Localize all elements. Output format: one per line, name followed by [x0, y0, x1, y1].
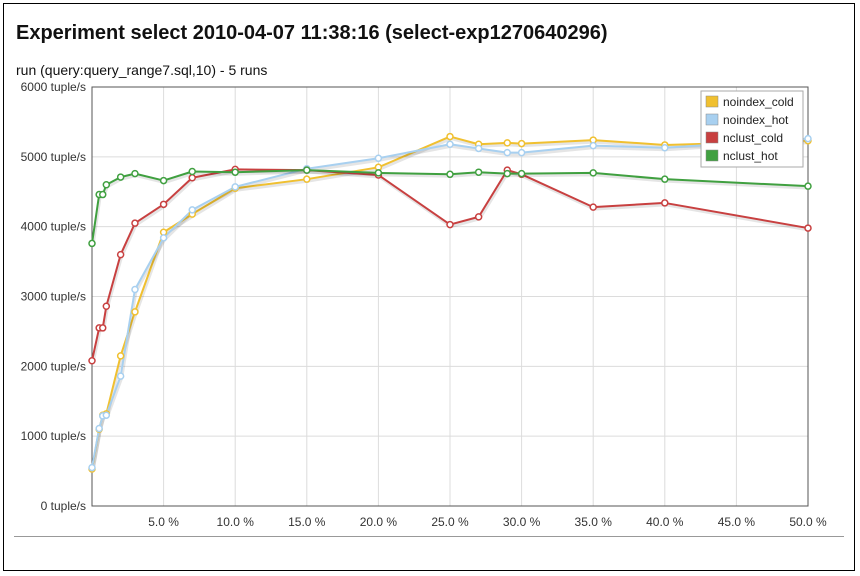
legend-label: nclust_hot	[723, 149, 778, 163]
data-point-nclust_hot	[98, 190, 107, 199]
series-shadow-nclust_cold	[91, 169, 810, 364]
data-point-noindex_hot	[503, 148, 512, 157]
data-point-nclust_cold	[116, 250, 125, 259]
x-tick-label: 40.0 %	[646, 515, 684, 529]
data-point-nclust_hot	[303, 166, 311, 174]
data-point-nclust_cold	[446, 220, 454, 229]
data-point-noindex_hot	[804, 134, 812, 143]
y-tick-label: 3000 tuple/s	[21, 290, 86, 304]
legend-swatch-nclust_cold	[705, 131, 719, 144]
chart-subtitle: run (query:query_range7.sql,10) - 5 runs	[16, 62, 268, 78]
data-point-noindex_hot	[661, 144, 669, 152]
data-point-noindex_hot	[446, 140, 454, 149]
data-point-nclust_hot	[231, 168, 239, 176]
y-tick-label: 0 tuple/s	[41, 499, 86, 513]
legend-swatch-nclust_hot	[705, 149, 719, 162]
data-point-nclust_hot	[503, 169, 512, 178]
data-point-noindex_hot	[589, 141, 597, 150]
data-point-nclust_cold	[188, 174, 196, 182]
data-point-noindex_cold	[517, 139, 526, 148]
series-shadow-noindex_hot	[91, 139, 810, 470]
x-tick-label: 30.0 %	[503, 515, 541, 529]
x-tick-label: 10.0 %	[217, 515, 255, 529]
data-point-nclust_cold	[589, 203, 597, 211]
data-point-nclust_hot	[88, 239, 96, 248]
data-point-noindex_cold	[503, 139, 512, 147]
y-tick-label: 4000 tuple/s	[21, 220, 86, 234]
data-point-noindex_cold	[131, 308, 139, 316]
data-point-noindex_hot	[159, 234, 168, 242]
data-point-nclust_cold	[804, 224, 812, 232]
data-point-noindex_cold	[446, 132, 454, 141]
data-point-nclust_cold	[88, 356, 96, 365]
data-point-noindex_hot	[517, 148, 526, 157]
series-shadow-noindex_cold	[91, 136, 810, 472]
y-tick-label: 2000 tuple/s	[21, 359, 86, 373]
data-point-nclust_hot	[131, 169, 139, 178]
y-tick-label: 1000 tuple/s	[21, 429, 86, 443]
data-point-nclust_cold	[98, 324, 107, 332]
data-point-nclust_hot	[188, 167, 196, 176]
data-point-noindex_hot	[131, 285, 139, 294]
legend-swatch-noindex_cold	[705, 95, 719, 108]
data-point-nclust_hot	[589, 169, 597, 177]
data-point-noindex_hot	[116, 372, 125, 380]
data-point-nclust_cold	[102, 302, 111, 311]
x-tick-label: 15.0 %	[288, 515, 326, 529]
data-point-nclust_hot	[517, 169, 526, 178]
data-point-nclust_cold	[131, 219, 139, 227]
data-point-noindex_hot	[474, 144, 483, 153]
data-point-noindex_cold	[116, 352, 125, 360]
data-point-nclust_cold	[474, 213, 483, 221]
data-point-noindex_hot	[88, 463, 96, 472]
y-tick-label: 5000 tuple/s	[21, 150, 86, 164]
data-point-noindex_hot	[95, 424, 103, 433]
x-tick-label: 35.0 %	[575, 515, 613, 529]
divider	[14, 536, 844, 537]
data-point-nclust_hot	[804, 182, 812, 190]
data-point-nclust_hot	[116, 173, 125, 181]
data-point-nclust_hot	[446, 170, 454, 179]
data-point-nclust_hot	[102, 181, 111, 189]
data-point-nclust_hot	[474, 168, 483, 176]
y-tick-label: 6000 tuple/s	[21, 80, 86, 94]
data-point-noindex_hot	[374, 154, 383, 162]
data-point-nclust_hot	[661, 175, 669, 183]
chart-title: Experiment select 2010-04-07 11:38:16 (s…	[16, 22, 608, 44]
data-point-noindex_hot	[231, 183, 239, 191]
data-point-noindex_hot	[102, 411, 111, 419]
x-tick-label: 50.0 %	[789, 515, 827, 529]
data-point-noindex_hot	[188, 206, 196, 214]
legend-label: noindex_cold	[723, 95, 794, 109]
x-tick-label: 5.0 %	[148, 515, 179, 529]
data-point-noindex_cold	[303, 175, 311, 183]
x-tick-label: 20.0 %	[360, 515, 398, 529]
plot-area	[91, 86, 809, 507]
data-point-nclust_hot	[374, 169, 383, 177]
legend-swatch-noindex_hot	[705, 113, 719, 126]
data-point-nclust_cold	[159, 200, 168, 209]
x-tick-label: 45.0 %	[718, 515, 756, 529]
data-point-nclust_cold	[661, 199, 669, 207]
x-tick-label: 25.0 %	[431, 515, 469, 529]
legend-label: noindex_hot	[723, 113, 789, 127]
data-point-nclust_hot	[159, 176, 168, 185]
legend-label: nclust_cold	[723, 131, 783, 145]
